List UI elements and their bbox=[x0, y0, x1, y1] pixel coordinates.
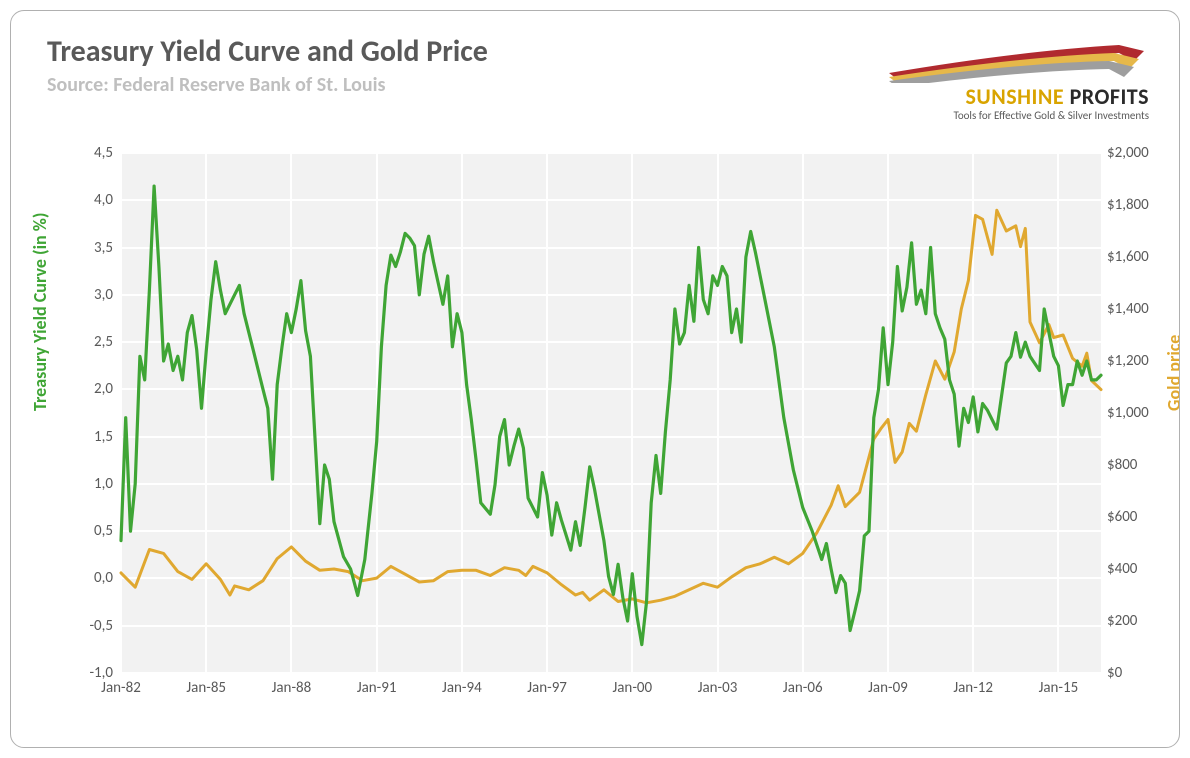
y-axis-left-label: Treasury Yield Curve (in %) bbox=[29, 213, 51, 411]
logo-tagline: Tools for Effective Gold & Silver Invest… bbox=[953, 109, 1149, 122]
xtick: Jan-09 bbox=[868, 679, 908, 697]
logo-text: SUNSHINE PROFITS bbox=[965, 83, 1149, 110]
ytick-right: $0 bbox=[1107, 664, 1167, 682]
ytick-right: $1,000 bbox=[1107, 404, 1167, 422]
xtick: Jan-97 bbox=[527, 679, 567, 697]
ytick-left: 1,0 bbox=[73, 475, 113, 493]
brand-logo: SUNSHINE PROFITS Tools for Effective Gol… bbox=[889, 39, 1149, 129]
ytick-left: 3,0 bbox=[73, 286, 113, 304]
ytick-right: $800 bbox=[1107, 456, 1167, 474]
xtick: Jan-00 bbox=[612, 679, 652, 697]
ytick-left: 4,0 bbox=[73, 191, 113, 209]
ytick-right: $2,000 bbox=[1107, 144, 1167, 162]
ytick-right: $400 bbox=[1107, 560, 1167, 578]
logo-brand-a: SUNSHINE bbox=[965, 83, 1064, 110]
ytick-right: $1,200 bbox=[1107, 352, 1167, 370]
ytick-left: 2,0 bbox=[73, 380, 113, 398]
xtick: Jan-82 bbox=[101, 679, 141, 697]
chart-frame: Treasury Yield Curve and Gold Price Sour… bbox=[10, 10, 1180, 748]
ytick-left: 0,0 bbox=[73, 569, 113, 587]
logo-brand-b: PROFITS bbox=[1064, 83, 1149, 110]
line-canvas bbox=[121, 153, 1101, 673]
xtick: Jan-15 bbox=[1039, 679, 1079, 697]
ytick-right: $1,800 bbox=[1107, 196, 1167, 214]
xtick: Jan-91 bbox=[357, 679, 397, 697]
xtick: Jan-12 bbox=[953, 679, 993, 697]
ytick-left: -0,5 bbox=[73, 617, 113, 635]
chart-subtitle: Source: Federal Reserve Bank of St. Loui… bbox=[47, 73, 386, 97]
xtick: Jan-85 bbox=[186, 679, 226, 697]
logo-swoosh-icon bbox=[889, 39, 1149, 83]
y-axis-right-label: Gold price bbox=[1163, 335, 1180, 411]
xtick: Jan-03 bbox=[698, 679, 738, 697]
ytick-left: 1,5 bbox=[73, 428, 113, 446]
plot-area bbox=[121, 153, 1101, 673]
ytick-left: 2,5 bbox=[73, 333, 113, 351]
xtick: Jan-06 bbox=[783, 679, 823, 697]
ytick-left: 0,5 bbox=[73, 522, 113, 540]
ytick-right: $600 bbox=[1107, 508, 1167, 526]
ytick-right: $1,400 bbox=[1107, 300, 1167, 318]
ytick-left: 4,5 bbox=[73, 144, 113, 162]
yield-curve-line bbox=[121, 186, 1101, 644]
ytick-right: $200 bbox=[1107, 612, 1167, 630]
xtick: Jan-88 bbox=[272, 679, 312, 697]
ytick-left: 3,5 bbox=[73, 239, 113, 257]
ytick-right: $1,600 bbox=[1107, 248, 1167, 266]
xtick: Jan-94 bbox=[442, 679, 482, 697]
chart-title: Treasury Yield Curve and Gold Price bbox=[47, 33, 488, 70]
